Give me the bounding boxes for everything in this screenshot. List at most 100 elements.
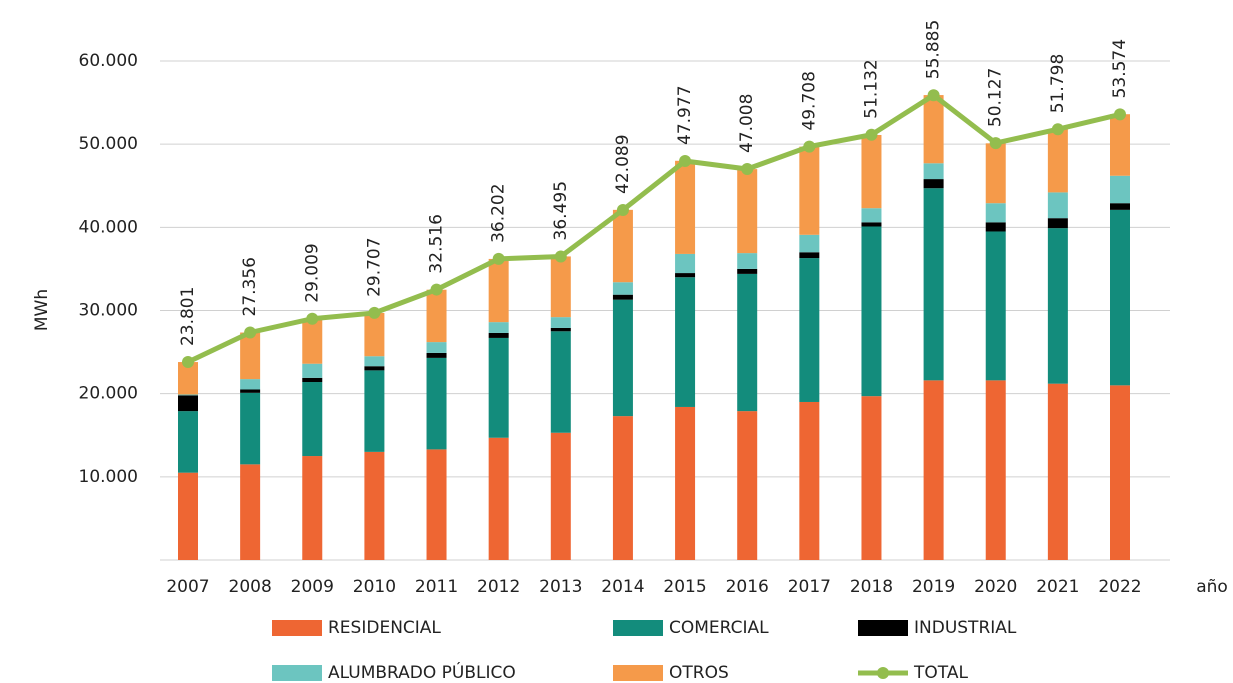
data-label: 55.885 xyxy=(924,20,944,79)
bar-segment xyxy=(1110,175,1130,204)
data-label: 47.008 xyxy=(737,94,757,153)
bar-segment xyxy=(799,401,820,560)
bar-segment xyxy=(923,163,944,180)
bar-segment xyxy=(799,258,820,402)
y-tick-label: 50.000 xyxy=(79,134,138,154)
bar-segment xyxy=(426,342,447,353)
bar-segment xyxy=(426,289,447,343)
legend-swatch xyxy=(272,665,322,681)
bar-segment xyxy=(364,366,385,371)
bar-segment xyxy=(861,396,882,560)
legend-swatch xyxy=(613,620,663,636)
x-tick-label: 2022 xyxy=(1098,577,1141,597)
total-point xyxy=(492,252,505,265)
bar-segment xyxy=(612,294,633,300)
bar-segment xyxy=(737,169,758,254)
data-label: 27.356 xyxy=(240,257,260,316)
bar-segment xyxy=(1110,385,1130,560)
bar-segment xyxy=(488,337,509,438)
bar-segment xyxy=(861,208,882,223)
x-tick-label: 2009 xyxy=(291,577,334,597)
bar-segment xyxy=(178,394,198,396)
bar-segment xyxy=(240,379,261,390)
x-tick-label: 2013 xyxy=(539,577,582,597)
bar-segment xyxy=(923,179,944,189)
x-tick-label: 2014 xyxy=(601,577,644,597)
y-tick-label: 10.000 xyxy=(79,467,138,487)
bar-segment xyxy=(426,449,447,560)
bar-segment xyxy=(178,395,198,412)
bar-segment xyxy=(488,437,509,560)
bar-segment xyxy=(178,411,198,473)
bar-segment xyxy=(364,370,385,452)
x-tick-label: 2011 xyxy=(415,577,458,597)
data-label: 49.708 xyxy=(799,71,819,130)
legend-swatch xyxy=(613,665,663,681)
x-tick-label: 2008 xyxy=(229,577,272,597)
data-label: 50.127 xyxy=(986,68,1006,127)
bar-segment xyxy=(612,299,633,417)
total-point xyxy=(1051,123,1064,136)
bar-segment xyxy=(675,253,696,274)
bar-segment xyxy=(737,273,758,412)
total-point xyxy=(927,89,940,102)
total-point xyxy=(865,128,878,141)
x-tick-label: 2021 xyxy=(1036,577,1079,597)
bar-segment xyxy=(488,322,509,333)
data-label: 23.801 xyxy=(178,287,198,346)
y-tick-label: 30.000 xyxy=(79,300,138,320)
y-tick-label: 20.000 xyxy=(79,384,138,404)
bar-segment xyxy=(178,472,198,560)
bar-segment xyxy=(364,356,385,367)
bar-segment xyxy=(1047,218,1068,229)
data-label: 36.202 xyxy=(489,183,509,242)
bar-segment xyxy=(612,209,633,283)
bar-segment xyxy=(861,135,882,209)
legend-label: RESIDENCIAL xyxy=(328,618,441,638)
bar-segment xyxy=(426,352,447,358)
x-axis-title: año xyxy=(1196,577,1228,597)
bar-segment xyxy=(923,188,944,381)
bar-segment xyxy=(985,143,1006,204)
bar-segment xyxy=(985,203,1006,223)
bar-segment xyxy=(612,282,633,295)
legend-marker xyxy=(877,667,889,679)
bar-segment xyxy=(364,312,385,357)
bar-segment xyxy=(1047,228,1068,384)
total-point xyxy=(554,250,567,263)
legend-swatch xyxy=(272,620,322,636)
legend-label: ALUMBRADO PÚBLICO xyxy=(328,661,516,683)
x-tick-label: 2015 xyxy=(663,577,706,597)
bar-segment xyxy=(302,456,323,560)
total-point xyxy=(616,203,629,216)
bar-segment xyxy=(675,277,696,407)
bar-segment xyxy=(861,222,882,227)
total-point xyxy=(989,137,1002,150)
bar-segment xyxy=(240,389,261,393)
data-label: 29.009 xyxy=(302,243,322,302)
legend-label: TOTAL xyxy=(913,663,968,683)
total-point xyxy=(1114,108,1126,121)
total-point xyxy=(803,140,816,153)
y-axis-title: MWh xyxy=(32,289,52,331)
bar-segment xyxy=(1110,114,1130,176)
bar-segment xyxy=(240,392,261,465)
bar-segment xyxy=(1047,192,1068,219)
x-tick-label: 2010 xyxy=(353,577,396,597)
bar-segment xyxy=(799,234,820,253)
bar-segment xyxy=(923,95,944,164)
legend-label: INDUSTRIAL xyxy=(914,618,1017,638)
x-tick-label: 2007 xyxy=(166,577,209,597)
bar-segment xyxy=(178,362,198,395)
bar-segment xyxy=(302,363,323,378)
bar-segment xyxy=(426,357,447,450)
total-point xyxy=(741,163,754,176)
bar-segment xyxy=(550,331,571,433)
data-label: 47.977 xyxy=(675,85,695,144)
total-point xyxy=(679,154,692,167)
bar-segment xyxy=(550,317,571,328)
y-tick-label: 40.000 xyxy=(79,217,138,237)
x-tick-label: 2020 xyxy=(974,577,1017,597)
bar-segment xyxy=(985,231,1006,381)
data-label: 51.132 xyxy=(861,59,881,118)
